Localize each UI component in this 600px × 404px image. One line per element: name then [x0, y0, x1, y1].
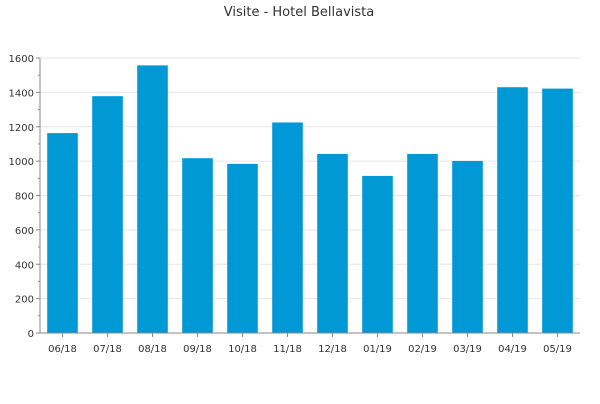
gridlines [40, 57, 580, 300]
x-tick-label: 10/18 [228, 344, 257, 355]
y-tick-label: 800 [15, 192, 34, 203]
x-tick-label: 06/18 [48, 344, 77, 355]
x-tick-label: 05/19 [543, 344, 572, 355]
y-tick-label: 1400 [9, 88, 34, 99]
y-tick-labels: 0 200 400 600 800 1000 1200 1400 1600 [9, 54, 34, 340]
chart-title: Visite - Hotel Bellavista [224, 5, 374, 20]
bar [92, 96, 123, 333]
y-tick-label: 1200 [9, 123, 34, 134]
bar [272, 122, 303, 333]
bar [407, 153, 438, 333]
x-tick-labels: 06/18 07/18 08/18 09/18 10/18 11/18 12/18 01/19… [48, 344, 572, 355]
x-tick-label: 03/19 [453, 344, 482, 355]
bars [47, 65, 573, 333]
x-tick-label: 07/18 [93, 344, 122, 355]
bar [497, 87, 528, 333]
bar [452, 160, 483, 333]
x-tick-label: 11/18 [273, 344, 302, 355]
y-tick-label: 1600 [9, 54, 34, 65]
bar [317, 153, 348, 333]
bar [227, 163, 258, 333]
bar [362, 175, 393, 333]
y-tick-label: 200 [15, 295, 34, 306]
y-tick-label: 600 [15, 226, 34, 237]
x-tick-label: 08/18 [138, 344, 167, 355]
bar [182, 158, 213, 333]
bar [47, 133, 78, 333]
x-tick-label: 02/19 [408, 344, 437, 355]
x-tick-label: 01/19 [363, 344, 392, 355]
y-tick-label: 400 [15, 260, 34, 271]
y-tick-label: 0 [28, 329, 34, 340]
bar [137, 65, 168, 333]
axes [36, 57, 580, 337]
y-tick-label: 1000 [9, 157, 34, 168]
x-tick-label: 12/18 [318, 344, 347, 355]
x-tick-label: 04/19 [498, 344, 527, 355]
x-tick-label: 09/18 [183, 344, 212, 355]
bar [542, 88, 573, 333]
